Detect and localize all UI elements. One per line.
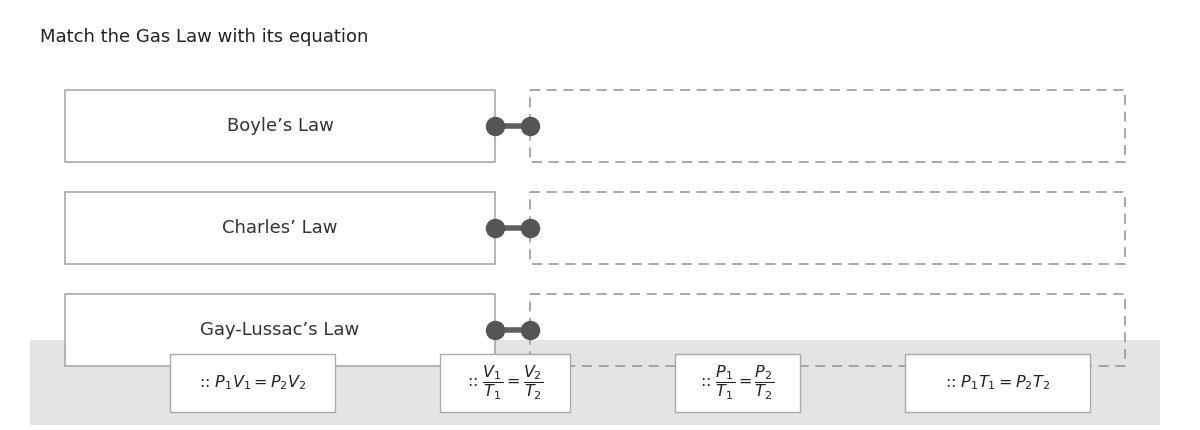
Bar [530, 192, 1126, 264]
Bar [65, 192, 496, 264]
Text: Gay-Lussac’s Law: Gay-Lussac’s Law [200, 321, 360, 339]
Text: Charles’ Law: Charles’ Law [222, 219, 337, 237]
Bar [530, 294, 1126, 366]
Bar [65, 90, 496, 162]
Bar [905, 353, 1090, 412]
Bar [170, 353, 335, 412]
Text: :: $P_1T_1 = P_2T_2$: :: $P_1T_1 = P_2T_2$ [944, 373, 1050, 392]
Text: :: $\dfrac{V_1}{T_1} = \dfrac{V_2}{T_2}$: :: $\dfrac{V_1}{T_1} = \dfrac{V_2}{T_2}$ [467, 363, 544, 402]
Bar [30, 340, 1160, 425]
Bar [674, 353, 800, 412]
Text: :: $P_1V_1 = P_2V_2$: :: $P_1V_1 = P_2V_2$ [199, 373, 306, 392]
Bar [440, 353, 570, 412]
Text: Boyle’s Law: Boyle’s Law [227, 117, 334, 135]
Bar [65, 294, 496, 366]
Text: Match the Gas Law with its equation: Match the Gas Law with its equation [40, 28, 368, 46]
Bar [30, 60, 1160, 350]
Bar [530, 90, 1126, 162]
Text: :: $\dfrac{P_1}{T_1} = \dfrac{P_2}{T_2}$: :: $\dfrac{P_1}{T_1} = \dfrac{P_2}{T_2}$ [701, 363, 775, 402]
